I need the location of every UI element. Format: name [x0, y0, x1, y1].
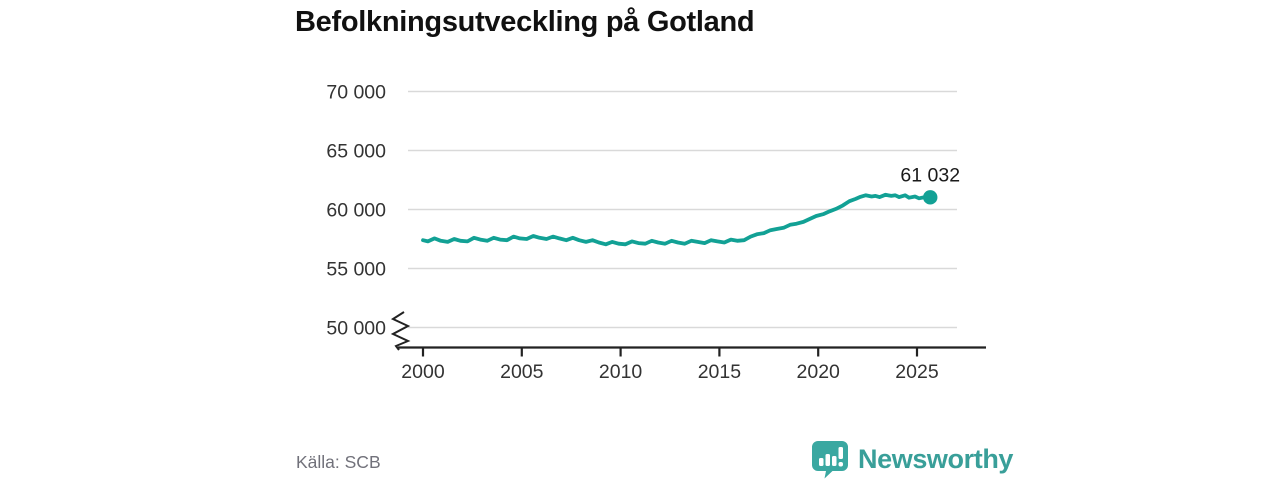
y-axis-tick-label: 70 000 [326, 82, 386, 104]
y-axis-tick-label: 60 000 [326, 200, 386, 222]
newsworthy-chart-bubble-icon [810, 439, 850, 479]
chart-title: Befolkningsutveckling på Gotland [295, 6, 755, 38]
end-point-dot [923, 190, 938, 205]
source-label: Källa: SCB [296, 452, 381, 472]
y-axis-tick-label: 65 000 [326, 141, 386, 163]
newsworthy-logo-link[interactable]: Newsworthy [810, 439, 1013, 479]
newsworthy-wordmark: Newsworthy [858, 443, 1014, 474]
y-axis-tick-label: 55 000 [326, 259, 386, 281]
end-value-label: 61 032 [900, 164, 960, 186]
y-axis-tick-label: 50 000 [326, 318, 386, 340]
x-axis-tick-label: 2005 [500, 361, 544, 383]
y-axis-break-symbol [390, 311, 411, 351]
x-axis-tick-label: 2025 [895, 361, 939, 383]
population-line [421, 192, 933, 247]
x-axis-tick-label: 2010 [599, 361, 643, 383]
x-axis-tick-label: 2020 [797, 361, 841, 383]
x-axis-tick-label: 2015 [698, 361, 742, 383]
x-axis-tick-label: 2000 [401, 361, 445, 383]
